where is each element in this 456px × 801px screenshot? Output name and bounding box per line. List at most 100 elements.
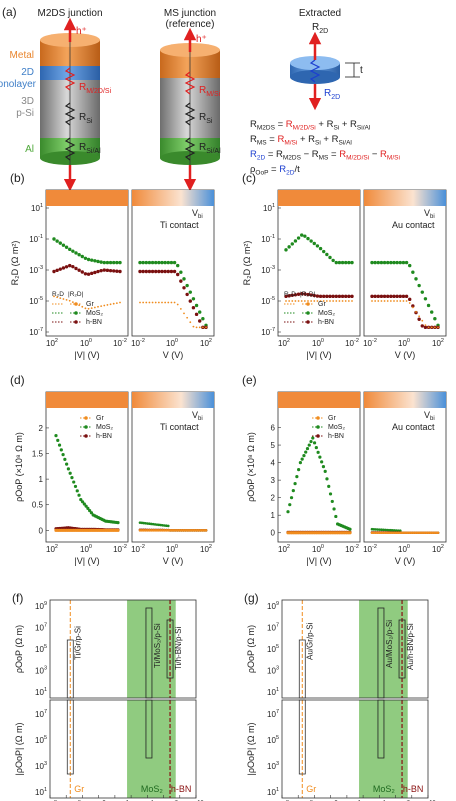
data-point xyxy=(415,310,417,313)
data-point xyxy=(96,269,100,274)
contact-label: Au contact xyxy=(392,422,435,432)
data-point xyxy=(53,295,55,298)
data-point xyxy=(370,260,374,265)
data-point xyxy=(427,531,430,535)
x-tick-label: 102 xyxy=(46,544,58,554)
panel-label: (g) xyxy=(244,591,259,605)
data-point xyxy=(163,524,166,527)
data-point xyxy=(155,529,159,532)
data-point xyxy=(401,294,406,299)
y-tick-label: 105 xyxy=(267,735,279,745)
data-point xyxy=(87,307,90,310)
data-point xyxy=(374,528,378,531)
data-point xyxy=(166,529,170,532)
data-point xyxy=(293,293,298,297)
data-point xyxy=(108,268,113,273)
data-point xyxy=(151,301,154,304)
orange-bar xyxy=(46,190,128,206)
data-point xyxy=(195,529,198,532)
data-point xyxy=(347,294,351,299)
data-point xyxy=(306,292,310,297)
mos2-range-bar xyxy=(377,607,385,699)
data-point xyxy=(157,523,161,527)
data-point xyxy=(201,317,205,321)
data-point xyxy=(59,448,63,452)
data-point xyxy=(389,531,393,535)
gr-range-bar xyxy=(66,639,74,699)
data-point xyxy=(169,269,174,274)
legend-marker xyxy=(74,320,78,324)
eq-rho: ρOoP = R2D/t xyxy=(250,164,300,177)
data-point xyxy=(147,269,152,274)
data-point xyxy=(189,321,192,324)
data-point xyxy=(297,300,300,302)
data-point xyxy=(389,260,393,265)
data-point xyxy=(105,268,110,273)
data-point xyxy=(64,265,69,269)
data-point xyxy=(187,529,191,532)
mos2-range-bar-abs xyxy=(377,699,385,759)
data-point xyxy=(68,299,71,302)
x-tick-label: 102 xyxy=(432,544,444,554)
y-tick-label: 5 xyxy=(271,441,276,450)
eq-r2d: R2D = RM2DS − RMS = RM/2D/Si − RM/Si xyxy=(250,149,400,162)
y-tick-label: 103 xyxy=(35,666,47,676)
legend-marker xyxy=(306,320,310,324)
eq-ms: RMS = RM/Si + RSi + RSi/Al xyxy=(250,134,352,147)
y-tick-label: 10-3 xyxy=(261,265,275,275)
data-point xyxy=(318,455,322,459)
data-point xyxy=(395,260,399,265)
t-label: t xyxy=(360,65,363,76)
data-point xyxy=(391,531,395,535)
data-point xyxy=(340,294,345,299)
panel-label: (d) xyxy=(10,373,25,387)
data-point xyxy=(151,522,155,526)
bar-label-2: Au/MoS₂/p-Si xyxy=(385,620,394,668)
data-point xyxy=(61,266,66,270)
r-si-label-1: RSi xyxy=(79,112,93,125)
data-point xyxy=(198,326,201,329)
y-tick-label: 0 xyxy=(39,526,44,535)
data-point xyxy=(424,324,427,327)
legend-marker xyxy=(306,311,310,315)
data-point xyxy=(80,270,84,274)
data-point xyxy=(167,301,170,304)
x-tick-label: 102 xyxy=(200,544,212,554)
data-point xyxy=(318,294,323,299)
data-point xyxy=(331,258,335,263)
data-point xyxy=(305,446,310,451)
x-tick-label: 100 xyxy=(80,544,92,554)
panel-a: (a) M2DS junction MS junction (reference… xyxy=(0,5,400,192)
data-point xyxy=(303,292,307,296)
data-point xyxy=(312,293,316,298)
data-point xyxy=(138,529,142,532)
legend-marker xyxy=(306,302,310,306)
x-tick-label: 102 xyxy=(278,544,290,554)
data-point xyxy=(387,531,391,535)
y-tick-label: 101 xyxy=(267,687,279,697)
bar-label-1: Ti/Gr/p-Si xyxy=(73,626,82,660)
ms-cylinder xyxy=(160,27,220,192)
data-point xyxy=(93,306,96,309)
data-point xyxy=(191,306,196,310)
data-point xyxy=(71,264,75,269)
vbi-label: Vbi xyxy=(424,208,435,220)
data-point xyxy=(155,523,159,526)
data-point xyxy=(323,469,327,473)
y-axis-label: R₂D (Ω m²) xyxy=(10,241,20,286)
data-point xyxy=(348,531,352,535)
y-tick-label: 1 xyxy=(271,511,276,520)
data-point xyxy=(411,270,415,274)
bar-label-2: Ti/MoS₂/p-Si xyxy=(153,623,162,668)
data-point xyxy=(173,301,176,304)
label-al: Al xyxy=(25,144,34,155)
data-point xyxy=(294,300,297,302)
data-point xyxy=(153,529,157,532)
data-point xyxy=(348,527,352,531)
data-point xyxy=(418,315,421,318)
data-point xyxy=(290,293,294,297)
vbi-label: Vbi xyxy=(192,410,203,422)
vbi-gradient-bar xyxy=(132,392,214,408)
legend-marker xyxy=(84,425,88,429)
